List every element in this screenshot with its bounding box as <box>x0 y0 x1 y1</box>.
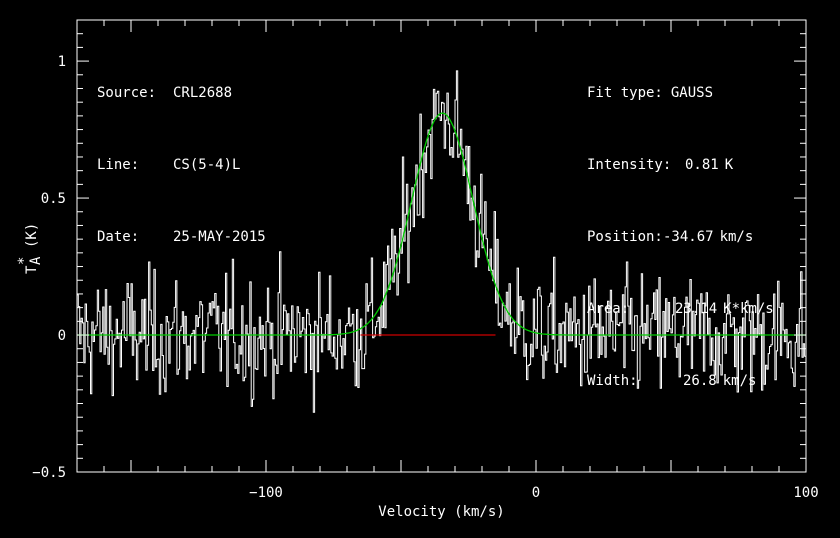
y-tick-label: 0 <box>58 328 66 344</box>
spectrum-series <box>77 70 807 413</box>
fit-type-label: Fit type: <box>587 85 663 101</box>
y-tick-label: −0.5 <box>32 465 66 481</box>
gaussian-fit-series <box>77 112 806 336</box>
date-row: Date: 25-MAY-2015 <box>97 225 266 249</box>
intensity-value: 0.81 <box>685 157 719 173</box>
y-axis-label-main: T <box>24 265 40 274</box>
y-axis-label: T A * (K) <box>16 223 44 274</box>
area-row: Area: 23.14 K*km/s <box>587 297 774 321</box>
x-tick-label: 0 <box>532 485 540 501</box>
y-axis-label-superscript: * <box>16 257 32 265</box>
position-label: Position: <box>587 229 663 245</box>
line-row: Line: CS(5-4)L <box>97 153 266 177</box>
observation-info: Source: CRL2688 Line: CS(5-4)L Date: 25-… <box>97 33 266 273</box>
width-row: Width: 26.8 km/s <box>587 369 774 393</box>
y-axis-label-unit: (K) <box>24 223 40 248</box>
width-value: 26.8 <box>683 373 717 389</box>
area-unit: K*km/s <box>723 301 774 317</box>
y-tick-label: 1 <box>58 54 66 70</box>
fit-type-row: Fit type: GAUSS <box>587 81 774 105</box>
x-axis-label: Velocity (km/s) <box>378 504 504 520</box>
position-unit: km/s <box>719 229 754 245</box>
position-row: Position: -34.67 km/s <box>587 225 774 249</box>
line-label: Line: <box>97 157 140 173</box>
x-tick-label: 100 <box>793 485 818 501</box>
area-value: 23.14 <box>675 301 718 317</box>
date-label: Date: <box>97 229 140 245</box>
line-value: CS(5-4)L <box>173 157 241 173</box>
intensity-row: Intensity: 0.81 K <box>587 153 774 177</box>
x-tick-label: −100 <box>249 485 283 501</box>
axis-tick-labels: −100 0 100 −0.5 0 0.5 1 <box>32 54 818 501</box>
date-value: 25-MAY-2015 <box>173 229 266 245</box>
area-label: Area: <box>587 301 630 317</box>
width-unit: km/s <box>722 373 757 389</box>
fit-type-value: GAUSS <box>670 85 714 101</box>
source-row: Source: CRL2688 <box>97 81 266 105</box>
source-value: CRL2688 <box>173 85 233 101</box>
y-tick-label: 0.5 <box>41 191 66 207</box>
source-label: Source: <box>97 85 157 101</box>
axis-ticks <box>77 19 807 473</box>
position-value: -34.67 <box>663 229 714 245</box>
plot-frame <box>76 19 807 473</box>
spectrum-line <box>77 70 807 413</box>
intensity-unit: K <box>724 157 734 173</box>
fit-results: Fit type: GAUSS Intensity: 0.81 K Positi… <box>587 33 774 417</box>
intensity-label: Intensity: <box>587 157 672 173</box>
gaussian-fit-line <box>77 112 806 336</box>
width-label: Width: <box>587 373 638 389</box>
y-axis-label-subscript: A <box>28 256 44 265</box>
